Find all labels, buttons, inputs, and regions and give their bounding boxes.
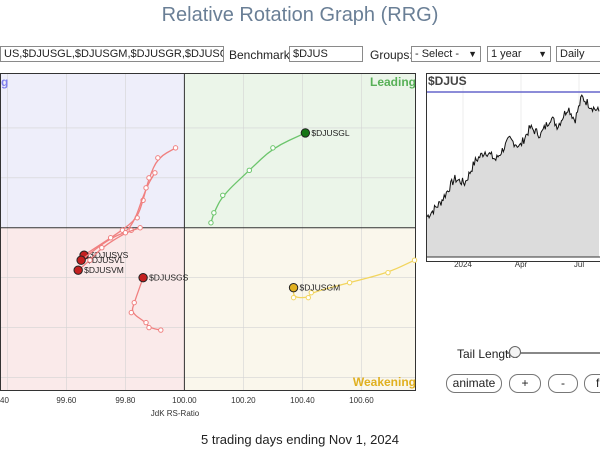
weakening-quadrant	[184, 227, 416, 390]
series-label: $DJUSVL	[87, 255, 125, 265]
x-tick-label: 40	[0, 396, 9, 405]
period-select-value: 1 year	[491, 48, 522, 60]
price-chart: $DJUS 2024 Apr Jul	[426, 73, 600, 278]
tail-point	[211, 210, 217, 216]
series-head-point[interactable]	[138, 272, 148, 283]
footer-caption: 5 trading days ending Nov 1, 2024	[200, 432, 400, 447]
more-button[interactable]: fi	[584, 374, 600, 393]
tail-length-track[interactable]	[507, 352, 600, 354]
tail-point	[152, 170, 158, 176]
frequency-select-value: Daily	[560, 48, 585, 60]
tail-point	[172, 145, 179, 151]
price-area	[427, 95, 599, 257]
tail-point	[208, 220, 214, 226]
groups-select[interactable]: - Select - ▼	[411, 46, 481, 62]
tail-point	[107, 235, 114, 241]
series-label: $DJUSVS	[90, 250, 129, 260]
tail-point	[137, 225, 143, 231]
tail-point	[346, 279, 353, 286]
tail-point	[308, 289, 314, 296]
tail-point	[220, 192, 226, 199]
x-tick-label: 99.80	[115, 396, 136, 405]
page-title: Relative Rotation Graph (RRG)	[161, 4, 439, 26]
weakening-label: Weakening	[353, 375, 416, 389]
rrg-chart-svg: g Leading Weakening $DJUSGL$DJUSGM$DJUSG…	[0, 73, 418, 418]
groups-select-value: - Select -	[415, 48, 460, 60]
toolbar: US,$DJUSGL,$DJUSGM,$DJUSGR,$DJUSGS Bench…	[0, 45, 600, 67]
chevron-down-icon: ▼	[468, 49, 477, 59]
x-tick-label: 100.40	[290, 396, 315, 405]
tail-point	[270, 145, 276, 151]
tail-point	[158, 327, 164, 333]
series-head-point[interactable]	[288, 282, 299, 293]
x-axis-label: JdK RS-Ratio	[151, 409, 200, 418]
chart-frame	[0, 73, 416, 391]
series-head-point[interactable]	[300, 128, 311, 138]
tail-point	[99, 245, 105, 251]
series-head-point[interactable]	[76, 255, 86, 265]
frequency-select[interactable]: Daily	[556, 46, 600, 62]
x-tick-label: 100.20	[231, 396, 256, 405]
tail-point	[128, 309, 134, 316]
x-axis-ticks: 40 99.60 99.80 100.00 100.20 100.40 100.60	[0, 396, 374, 405]
tail-point	[385, 269, 391, 276]
tail-point	[290, 294, 297, 301]
price-line	[426, 94, 600, 220]
tail-point	[155, 155, 161, 161]
x-tick-label: 100.00	[172, 396, 197, 405]
step-back-button[interactable]: -	[548, 374, 578, 393]
price-tick-2024: 2024	[454, 260, 472, 269]
improving-label: g	[1, 75, 8, 89]
leading-label: Leading	[370, 75, 416, 89]
tail-point	[143, 319, 149, 326]
price-tick-jul: Jul	[574, 260, 584, 269]
series-label: $DJUSGS	[149, 273, 189, 283]
tail-length-label: Tail Length:	[457, 347, 519, 361]
chevron-down-icon: ▼	[538, 49, 547, 59]
rrg-chart: g Leading Weakening $DJUSGL $DJUSGM $DJUSG…	[0, 73, 420, 423]
symbols-input[interactable]: US,$DJUSGL,$DJUSGM,$DJUSGR,$DJUSGS	[0, 46, 224, 62]
leading-quadrant	[184, 73, 416, 228]
series-label: $DJUSVM	[84, 265, 124, 275]
price-chart-svg: $DJUS 2024 Apr Jul	[426, 73, 600, 269]
tail-length-slider-handle[interactable]	[509, 346, 521, 358]
tail-point	[146, 324, 152, 331]
animate-button[interactable]: animate	[446, 374, 502, 393]
groups-label: Groups:	[370, 48, 413, 62]
tail-point	[143, 185, 149, 191]
series-label: $DJUSGM	[300, 283, 341, 293]
price-tick-apr: Apr	[515, 260, 528, 269]
tail-point	[305, 294, 312, 301]
tail-line	[292, 259, 415, 299]
benchmark-label: Benchmark:	[229, 48, 294, 62]
x-tick-label: 100.60	[349, 396, 374, 405]
tail-line	[210, 132, 306, 223]
tail-point	[411, 257, 418, 263]
tail-point	[246, 167, 253, 174]
period-select[interactable]: 1 year ▼	[487, 46, 551, 62]
price-chart-symbol: $DJUS	[428, 74, 467, 88]
series-label: $DJUSGL	[311, 128, 350, 138]
improving-quadrant	[0, 73, 185, 228]
tail-point	[131, 299, 137, 306]
benchmark-input[interactable]: $DJUS	[289, 46, 363, 62]
lagging-quadrant	[0, 227, 185, 390]
x-tick-label: 99.60	[56, 396, 77, 405]
series-head-point[interactable]	[73, 265, 83, 275]
rrg-tails: $DJUSGL $DJUSGM $DJUSGS $DJUSVS$DJUSVL$DJUS…	[73, 128, 418, 333]
tail-point	[87, 257, 93, 263]
tail-point	[122, 230, 129, 236]
step-forward-button[interactable]: +	[509, 374, 541, 393]
